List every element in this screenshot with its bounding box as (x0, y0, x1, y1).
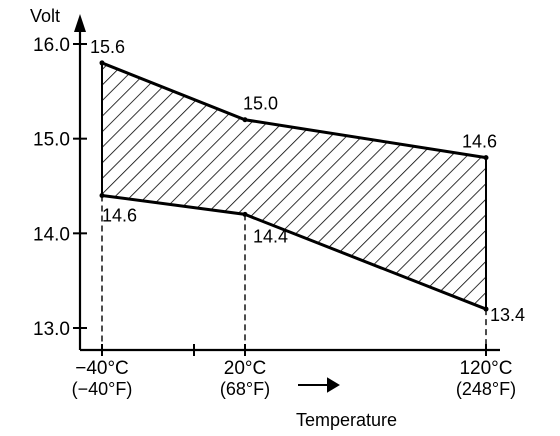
y-axis-arrow-icon (74, 14, 86, 32)
lower-value-label: 13.4 (490, 305, 525, 325)
x-tick-label: 20°C (224, 358, 266, 379)
y-ticks: 13.0 14.0 15.0 16.0 (33, 35, 87, 340)
upper-value-label: 14.6 (462, 132, 497, 152)
y-axis-label: Volt (30, 6, 60, 26)
tolerance-band (99, 60, 489, 312)
upper-value-label: 15.6 (90, 37, 125, 57)
x-ticks: −40°C(−40°F) 20°C(68°F) 120°C(248°F) (72, 344, 516, 399)
data-labels: 15.6 15.0 14.6 14.6 14.4 13.4 (90, 37, 525, 325)
upper-point (242, 117, 248, 123)
dashed-guide-lines (101, 195, 487, 350)
lower-value-label: 14.4 (253, 226, 288, 246)
y-tick-label: 14.0 (33, 224, 70, 245)
y-tick-label: 13.0 (33, 319, 70, 340)
lower-value-label: 14.6 (102, 205, 137, 225)
y-tick-label: 16.0 (33, 35, 70, 56)
temperature-arrow-icon (298, 377, 340, 393)
x-tick-sublabel: (68°F) (220, 379, 270, 399)
x-tick-sublabel: (248°F) (456, 379, 516, 399)
upper-value-label: 15.0 (243, 94, 278, 114)
y-tick-label: 15.0 (33, 130, 70, 151)
x-axis-label: Temperature (296, 410, 397, 430)
upper-point (99, 60, 105, 66)
band-fill (102, 62, 486, 310)
x-tick-sublabel: (−40°F) (72, 379, 133, 399)
x-tick-label: −40°C (75, 358, 129, 379)
upper-point (483, 155, 489, 161)
x-tick-label: 120°C (459, 358, 512, 379)
